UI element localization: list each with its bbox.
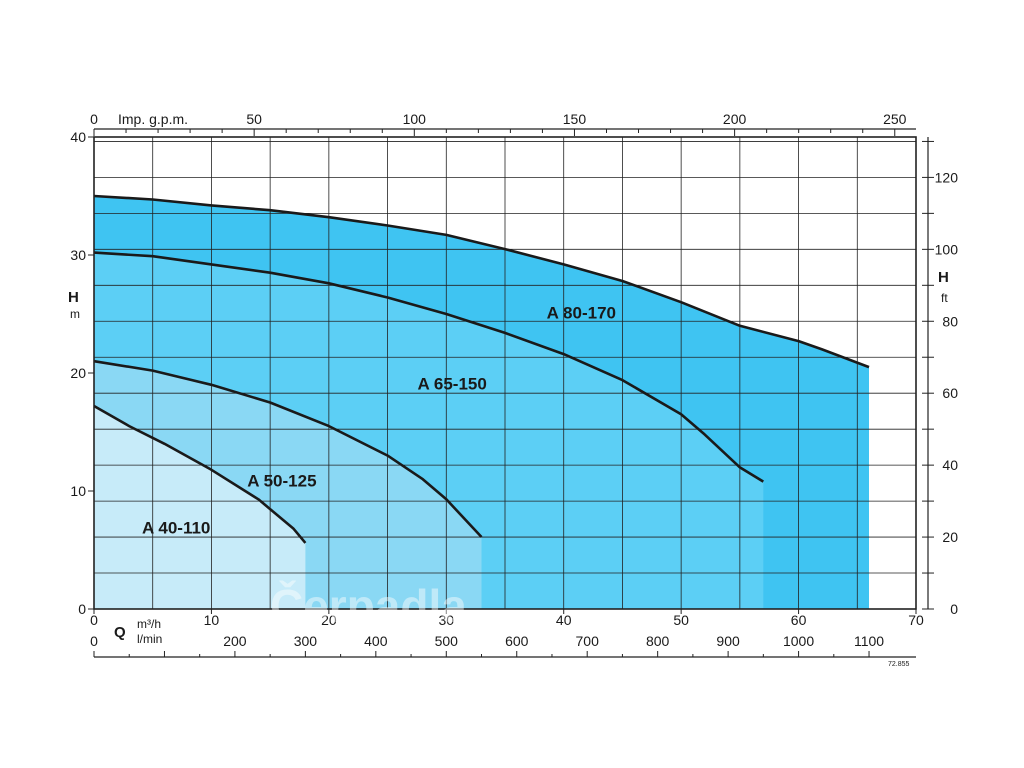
tick-label: 50: [673, 612, 689, 628]
tick-label: 0: [78, 601, 86, 617]
series-labels: A 80-170 A 65-150 A 50-125 A 40-110: [142, 304, 616, 538]
tick-label: 70: [908, 612, 924, 628]
pump-curves: [93, 194, 870, 544]
tick-label: 120: [935, 169, 959, 185]
series-label: A 40-110: [142, 518, 210, 537]
tick-label: 40: [556, 612, 572, 628]
pump-curve-areas: [94, 196, 869, 609]
tick-label: 0: [90, 612, 98, 628]
tick-label: 400: [364, 633, 388, 649]
tick-label: 10: [204, 612, 220, 628]
area-a-40-110: [94, 406, 306, 609]
tick-label: 80: [942, 313, 958, 329]
curve-a-80-170: [93, 194, 870, 369]
tick-label: 500: [435, 633, 459, 649]
y-axis-label: H: [68, 289, 79, 306]
tick-label: 300: [294, 633, 318, 649]
tick-label: 50: [246, 111, 262, 127]
series-label: A 65-150: [418, 375, 487, 394]
tick-label: 150: [563, 111, 587, 127]
curve-a-65-150: [93, 251, 764, 483]
series-label: A 50-125: [247, 471, 316, 490]
tick-label: 10: [70, 483, 86, 499]
grid-lines: [93, 137, 917, 610]
y-axis-ticks-ft: 0 20 40 60 80 100 120: [922, 140, 959, 617]
tick-label: 0: [950, 601, 958, 617]
y-axis-unit-right: ft: [941, 291, 948, 305]
tick-label: 200: [723, 111, 747, 127]
y-axis-unit: m: [70, 307, 80, 321]
tick-label: 100: [403, 111, 427, 127]
tick-label: 200: [223, 633, 247, 649]
tick-label: 60: [791, 612, 807, 628]
tick-label: 30: [70, 247, 86, 263]
tick-label: 20: [321, 612, 337, 628]
x-axis-unit-top: Imp. g.p.m.: [118, 111, 188, 127]
tick-label: 40: [70, 129, 86, 145]
tick-label: 30: [438, 612, 454, 628]
curve-a-40-110: [93, 404, 307, 544]
tick-label: 700: [576, 633, 600, 649]
tick-label: 0: [90, 111, 98, 127]
tick-label: 40: [942, 457, 958, 473]
x-axis-ticks-m3h: 0 10 20 30 40 50 60 70: [90, 609, 924, 628]
tick-label: 1100: [854, 633, 884, 649]
tick-label: 600: [505, 633, 529, 649]
tick-label: 100: [935, 241, 959, 257]
x-axis-ticks-gpm: 0 50 100 150 200 250: [90, 111, 907, 136]
series-label: A 80-170: [547, 304, 616, 323]
figure-code: 72.855: [888, 661, 910, 668]
x-axis-unit: m³/h: [137, 617, 161, 631]
y-axis-ticks-m: 0 10 20 30 40: [70, 129, 94, 617]
tick-label: 20: [70, 365, 86, 381]
tick-label: 250: [883, 111, 907, 127]
tick-label: 1000: [783, 633, 814, 649]
curve-a-50-125: [93, 359, 483, 538]
tick-label: 900: [716, 633, 740, 649]
x-axis-label: Q: [114, 624, 126, 641]
tick-label: 20: [942, 529, 958, 545]
x-axis-ticks-lmin: 0 200 300 400 500 600 700 800 900 1000 1100: [90, 633, 884, 657]
y-axis-label-right: H: [938, 269, 949, 286]
tick-label: 800: [646, 633, 670, 649]
x-axis-unit-lmin: l/min: [137, 632, 162, 646]
watermark-text: Čerpadla: [270, 580, 467, 632]
tick-label: 0: [90, 633, 98, 649]
tick-label: 60: [942, 385, 958, 401]
